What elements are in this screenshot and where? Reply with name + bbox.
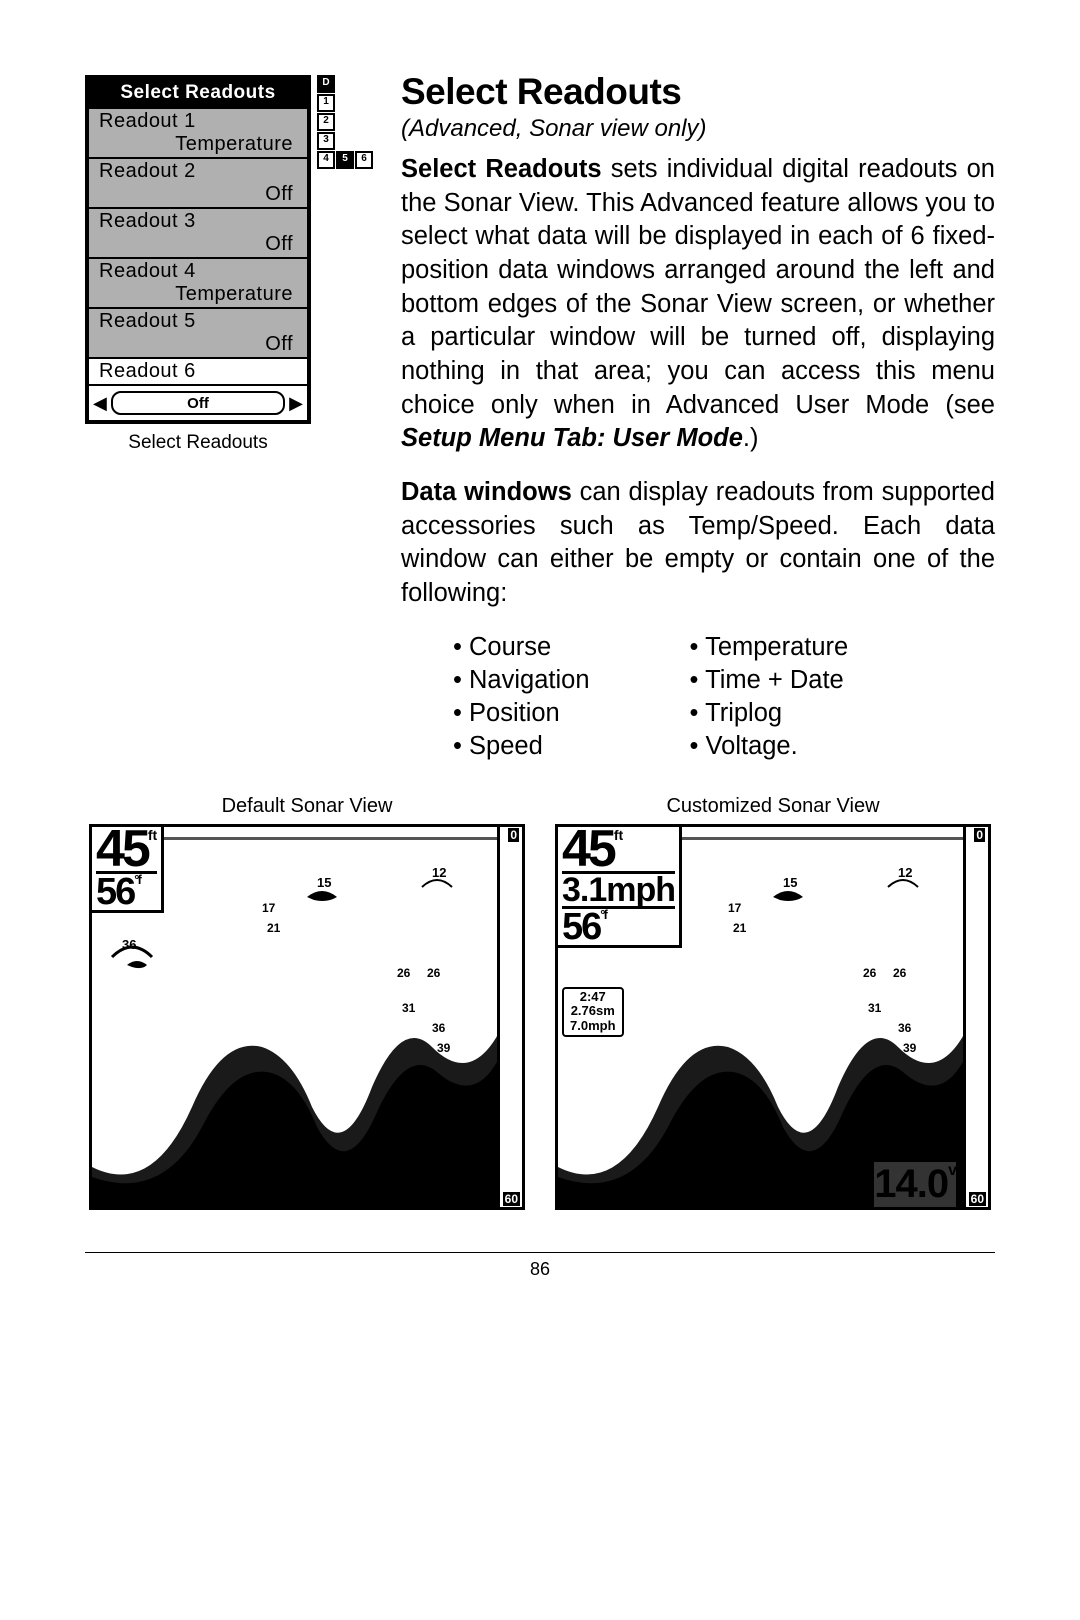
readout-item-1[interactable]: Readout 1 Temperature [89, 107, 307, 157]
svg-text:36: 36 [898, 1021, 912, 1035]
default-sonar-view: Default Sonar View 36 15 12 17 21 26 26 [89, 795, 525, 1210]
svg-text:31: 31 [868, 1001, 882, 1015]
svg-text:36: 36 [432, 1021, 446, 1035]
readout-value-slider[interactable]: ◀ Off ▶ [89, 384, 307, 420]
svg-text:17: 17 [262, 901, 276, 915]
bullet-item: Triplog [690, 699, 849, 728]
content-column: Select Readouts (Advanced, Sonar view on… [401, 75, 995, 761]
bullet-list: Course Navigation Position Speed Tempera… [401, 633, 995, 761]
depth-scale: 0 60 [497, 827, 522, 1207]
svg-text:26: 26 [397, 966, 411, 980]
svg-text:39: 39 [903, 1041, 917, 1055]
svg-text:26: 26 [427, 966, 441, 980]
position-indicator: D 1 2 3 4 5 6 [317, 75, 373, 761]
footer-divider [85, 1252, 995, 1253]
depth-readout: 45ft 56°f [92, 827, 164, 913]
bullet-item: Position [453, 699, 590, 728]
svg-text:26: 26 [893, 966, 907, 980]
page-title: Select Readouts [401, 71, 995, 113]
svg-text:12: 12 [432, 865, 446, 880]
depth-scale: 0 60 [963, 827, 988, 1207]
svg-text:15: 15 [317, 875, 331, 890]
bullet-item: Course [453, 633, 590, 662]
bullet-item: Navigation [453, 666, 590, 695]
pos-box-6: 6 [355, 151, 373, 169]
default-view-caption: Default Sonar View [89, 795, 525, 818]
readout-item-4[interactable]: Readout 4 Temperature [89, 257, 307, 307]
svg-text:21: 21 [267, 921, 281, 935]
readout-item-3[interactable]: Readout 3 Off [89, 207, 307, 257]
svg-text:39: 39 [437, 1041, 451, 1055]
slider-right-icon[interactable]: ▶ [289, 394, 303, 412]
menu-caption: Select Readouts [85, 432, 311, 454]
voltage-readout: 14.0v [874, 1162, 956, 1207]
triplog-readout: 2:47 2.76sm 7.0mph [562, 987, 624, 1038]
pos-box-4: 4 [317, 151, 335, 169]
svg-text:36: 36 [122, 937, 136, 952]
bullet-item: Time + Date [690, 666, 849, 695]
custom-view-caption: Customized Sonar View [555, 795, 991, 818]
svg-text:31: 31 [402, 1001, 416, 1015]
menu-title: Select Readouts [89, 79, 307, 107]
slider-value: Off [111, 391, 285, 415]
readout-item-5[interactable]: Readout 5 Off [89, 307, 307, 357]
pos-box-2: 2 [317, 113, 335, 131]
pos-box-1: 1 [317, 94, 335, 112]
paragraph-1: Select Readouts sets individual digital … [401, 153, 995, 456]
readout-item-2[interactable]: Readout 2 Off [89, 157, 307, 207]
svg-text:12: 12 [898, 865, 912, 880]
sonar-views-row: Default Sonar View 36 15 12 17 21 26 26 [85, 795, 995, 1210]
bullet-item: Speed [453, 732, 590, 761]
custom-sonar-frame: 15 12 17 21 26 26 31 36 39 45ft 3.1m [555, 824, 991, 1210]
select-readouts-menu: Select Readouts Readout 1 Temperature Re… [85, 75, 311, 424]
depth-readout: 45ft 3.1mph 56°f [558, 827, 682, 949]
bullet-item: Voltage. [690, 732, 849, 761]
subtitle: (Advanced, Sonar view only) [401, 115, 995, 143]
page-number: 86 [85, 1259, 995, 1280]
customized-sonar-view: Customized Sonar View 15 12 17 21 26 26 … [555, 795, 991, 1210]
paragraph-2: Data windows can display readouts from s… [401, 476, 995, 611]
menu-column: Select Readouts Readout 1 Temperature Re… [85, 75, 373, 761]
pos-box-3: 3 [317, 132, 335, 150]
svg-text:15: 15 [783, 875, 797, 890]
default-sonar-frame: 36 15 12 17 21 26 26 31 36 39 45ft [89, 824, 525, 1210]
readout-item-6[interactable]: Readout 6 [89, 357, 307, 384]
svg-text:17: 17 [728, 901, 742, 915]
svg-text:21: 21 [733, 921, 747, 935]
pos-box-d: D [317, 75, 335, 93]
pos-box-5: 5 [336, 151, 354, 169]
slider-left-icon[interactable]: ◀ [93, 394, 107, 412]
svg-text:26: 26 [863, 966, 877, 980]
bullet-item: Temperature [690, 633, 849, 662]
